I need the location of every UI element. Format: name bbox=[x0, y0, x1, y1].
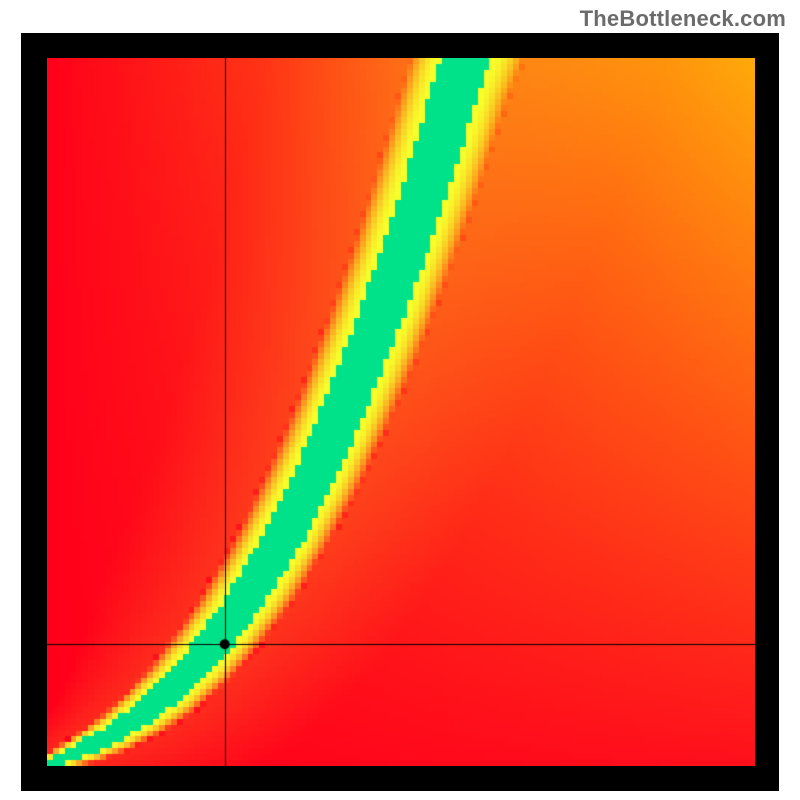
watermark-text: TheBottleneck.com bbox=[580, 6, 786, 32]
bottleneck-heatmap bbox=[47, 58, 755, 766]
